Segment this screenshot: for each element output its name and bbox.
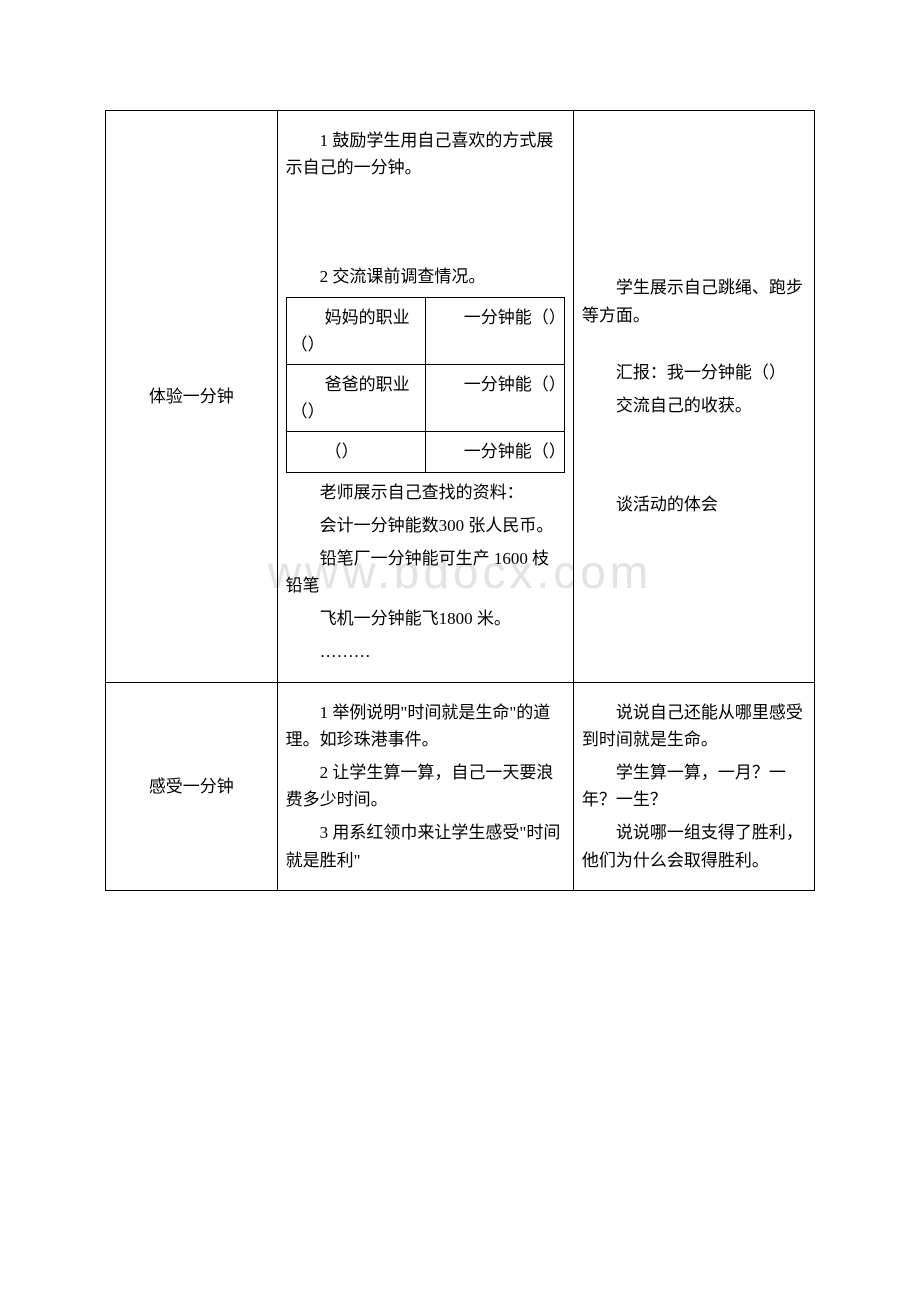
inner-cell: 妈妈的职业（） — [286, 297, 425, 364]
paragraph: 谈活动的体会 — [582, 491, 806, 518]
inner-cell: （） — [286, 432, 425, 472]
inner-row: （） 一分钟能（） — [286, 432, 564, 472]
teacher-activity-cell: 1 举例说明"时间就是生命"的道理。如珍珠港事件。 2 让学生算一算，自己一天要… — [277, 682, 573, 890]
paragraph: 铅笔厂一分钟能可生产 1600 枝铅笔 — [286, 545, 565, 599]
table-row: 感受一分钟 1 举例说明"时间就是生命"的道理。如珍珠港事件。 2 让学生算一算… — [106, 682, 815, 890]
row-title: 体验一分钟 — [149, 387, 234, 406]
row-title-cell: 体验一分钟 — [106, 111, 278, 683]
inner-row: 妈妈的职业（） 一分钟能（） — [286, 297, 564, 364]
inner-cell: 一分钟能（） — [425, 364, 564, 431]
lesson-table: 体验一分钟 1 鼓励学生用自己喜欢的方式展示自己的一分钟。 2 交流课前调查情况… — [105, 110, 815, 891]
paragraph: 2 让学生算一算，自己一天要浪费多少时间。 — [286, 759, 565, 813]
paragraph: 学生展示自己跳绳、跑步等方面。 — [582, 274, 806, 328]
inner-cell: 一分钟能（） — [425, 297, 564, 364]
inner-cell: 爸爸的职业（） — [286, 364, 425, 431]
row-title: 感受一分钟 — [149, 777, 234, 796]
row-title-cell: 感受一分钟 — [106, 682, 278, 890]
paragraph: 说说哪一组支得了胜利，他们为什么会取得胜利。 — [582, 819, 806, 873]
paragraph: 3 用系红领巾来让学生感受"时间就是胜利" — [286, 819, 565, 873]
paragraph: 交流自己的收获。 — [582, 392, 806, 419]
paragraph: 老师展示自己查找的资料： — [286, 479, 565, 506]
paragraph: 飞机一分钟能飞1800 米。 — [286, 605, 565, 632]
paragraph: 学生算一算，一月？一年？一生？ — [582, 759, 806, 813]
paragraph: 会计一分钟能数300 张人民币。 — [286, 512, 565, 539]
paragraph: 说说自己还能从哪里感受到时间就是生命。 — [582, 699, 806, 753]
table-row: 体验一分钟 1 鼓励学生用自己喜欢的方式展示自己的一分钟。 2 交流课前调查情况… — [106, 111, 815, 683]
teacher-activity-cell: 1 鼓励学生用自己喜欢的方式展示自己的一分钟。 2 交流课前调查情况。 妈妈的职… — [277, 111, 573, 683]
inner-row: 爸爸的职业（） 一分钟能（） — [286, 364, 564, 431]
student-activity-cell: 学生展示自己跳绳、跑步等方面。 汇报：我一分钟能（） 交流自己的收获。 谈活动的… — [573, 111, 814, 683]
paragraph: 汇报：我一分钟能（） — [582, 359, 806, 386]
inner-cell: 一分钟能（） — [425, 432, 564, 472]
survey-inner-table: 妈妈的职业（） 一分钟能（） 爸爸的职业（） 一分钟能（） （） 一分钟能（） — [286, 297, 565, 473]
paragraph: 1 鼓励学生用自己喜欢的方式展示自己的一分钟。 — [286, 127, 565, 181]
paragraph: 2 交流课前调查情况。 — [286, 263, 565, 290]
paragraph: 1 举例说明"时间就是生命"的道理。如珍珠港事件。 — [286, 699, 565, 753]
paragraph: ……… — [286, 638, 565, 665]
student-activity-cell: 说说自己还能从哪里感受到时间就是生命。 学生算一算，一月？一年？一生？ 说说哪一… — [573, 682, 814, 890]
